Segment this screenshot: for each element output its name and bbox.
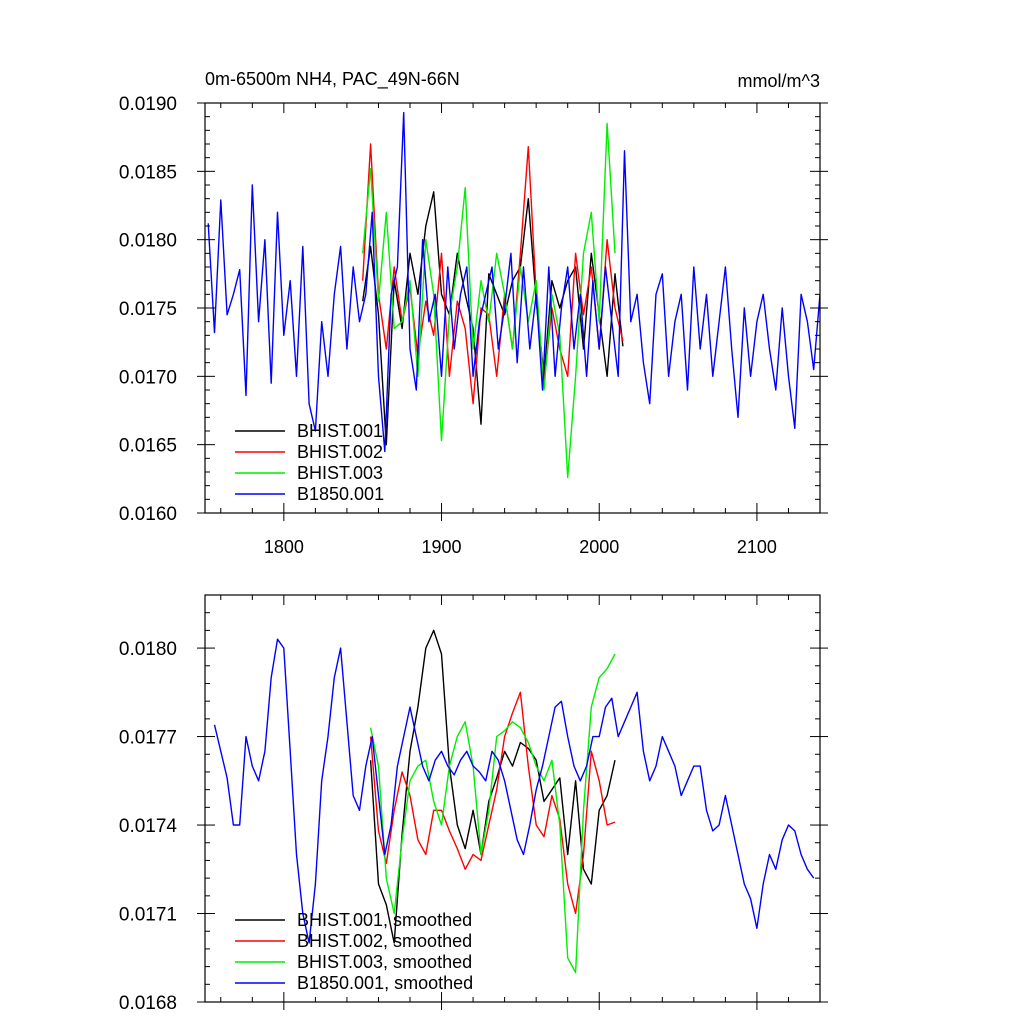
top-chart-title: 0m-6500m NH4, PAC_49N-66N bbox=[205, 69, 460, 90]
bottom-legend-label-3: B1850.001, smoothed bbox=[297, 973, 473, 993]
top-x-tick-label: 1900 bbox=[422, 537, 462, 557]
top-y-tick-label: 0.0190 bbox=[119, 94, 177, 115]
top-y-tick-label: 0.0180 bbox=[119, 231, 177, 252]
top-y-tick-label: 0.0160 bbox=[119, 504, 177, 525]
top-chart-units: mmol/m^3 bbox=[738, 71, 820, 91]
bottom-y-tick-label: 0.0177 bbox=[119, 728, 177, 749]
bottom-series-line-2 bbox=[369, 653, 616, 974]
bottom-legend-label-0: BHIST.001, smoothed bbox=[297, 910, 472, 930]
bottom-series-line-0 bbox=[369, 629, 616, 944]
top-series-line-3 bbox=[207, 111, 820, 453]
top-y-tick-label: 0.0175 bbox=[119, 299, 177, 320]
bottom-series-line-3 bbox=[213, 638, 815, 944]
bottom-y-tick-label: 0.0168 bbox=[119, 993, 177, 1014]
bottom-series-line-1 bbox=[369, 691, 616, 915]
top-y-tick-label: 0.0185 bbox=[119, 162, 177, 183]
bottom-chart-frame bbox=[204, 594, 821, 1003]
top-x-tick-label: 2000 bbox=[579, 537, 619, 557]
top-legend-label-3: B1850.001 bbox=[297, 484, 384, 504]
top-y-tick-label: 0.0165 bbox=[119, 436, 177, 457]
bottom-y-tick-label: 0.0171 bbox=[119, 905, 177, 926]
bottom-legend-label-1: BHIST.002, smoothed bbox=[297, 931, 472, 951]
top-chart-panel: 0m-6500m NH4, PAC_49N-66N mmol/m^3 1800 1… bbox=[119, 69, 828, 557]
top-y-tick-label: 0.0170 bbox=[119, 367, 177, 388]
top-series-line-2 bbox=[362, 122, 616, 479]
top-x-tick-label: 1800 bbox=[264, 537, 304, 557]
bottom-y-tick-label: 0.0174 bbox=[119, 816, 178, 837]
bottom-y-tick-label: 0.0180 bbox=[119, 639, 177, 660]
top-x-tick-label: 2100 bbox=[737, 537, 777, 557]
top-legend-label-2: BHIST.003 bbox=[297, 463, 383, 483]
bottom-chart-panel: 0.0168 0.0171 0.0174 0.0177 0.0180 BHIST.001… bbox=[119, 594, 828, 1014]
top-legend-label-0: BHIST.001 bbox=[297, 421, 383, 441]
top-legend-label-1: BHIST.002 bbox=[297, 442, 383, 462]
bottom-legend-label-2: BHIST.003, smoothed bbox=[297, 952, 472, 972]
